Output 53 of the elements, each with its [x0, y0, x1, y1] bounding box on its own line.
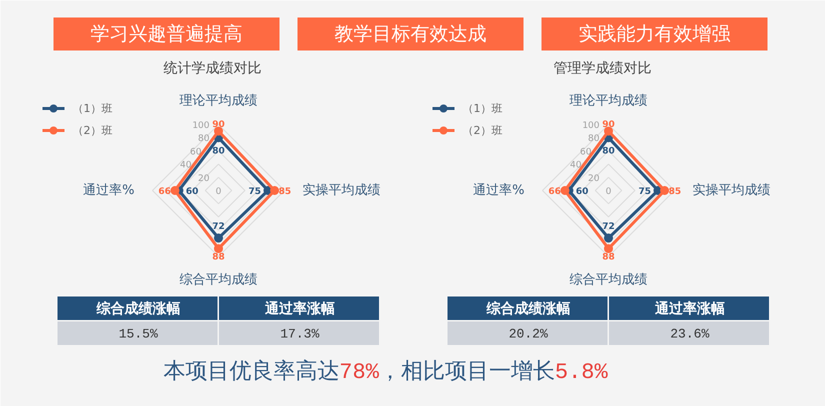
spoke-label: 理论平均成绩 — [180, 94, 258, 108]
text: 综合成绩涨幅 — [95, 300, 180, 317]
data-label: 90 — [602, 120, 615, 130]
data-label: 72 — [602, 222, 615, 232]
data-label: 66 — [158, 187, 171, 197]
text: 本项目优良率高达 — [163, 359, 340, 385]
data-label: 88 — [602, 252, 615, 263]
data-label: 88 — [212, 252, 225, 263]
y-tick-label: 40 — [180, 160, 192, 171]
data-label: 75 — [248, 187, 262, 197]
y-tick-label: 0 — [606, 187, 612, 197]
text: 23.6% — [670, 326, 710, 342]
legend-label: （1）班 — [72, 102, 112, 115]
spoke-label: 实操平均成绩 — [302, 183, 380, 198]
text: 78% — [339, 360, 380, 385]
y-tick-label: 80 — [198, 134, 210, 144]
text: 通过率涨幅 — [264, 300, 335, 317]
y-tick-label: 100 — [582, 121, 600, 131]
data-label: 85 — [668, 187, 682, 197]
data-label: 66 — [548, 187, 561, 197]
y-tick-label: 0 — [216, 187, 222, 197]
legend-label: （1）班 — [462, 102, 502, 115]
data-label: 72 — [212, 222, 225, 232]
legend-label: （2）班 — [462, 124, 502, 137]
text: ，相比项目一增长 — [378, 359, 555, 385]
text: 学习兴趣普遍提高 — [90, 23, 242, 45]
spoke-label: 理论平均成绩 — [570, 94, 648, 108]
y-tick-label: 20 — [588, 174, 600, 184]
y-tick-label: 20 — [198, 174, 210, 184]
data-label: 85 — [278, 187, 292, 197]
chart-title: 管理学成绩对比 — [554, 60, 652, 76]
spoke-label: 通过率% — [473, 182, 525, 198]
spoke-label: 通过率% — [83, 182, 135, 198]
text: 20.2% — [508, 326, 548, 342]
chart-title: 统计学成绩对比 — [164, 60, 262, 76]
y-tick-label: 80 — [588, 134, 600, 144]
legend-label: （2）班 — [72, 124, 112, 137]
data-label: 80 — [212, 146, 225, 157]
spoke-label: 实操平均成绩 — [692, 183, 770, 198]
spoke-label: 综合平均成绩 — [570, 272, 648, 288]
text: 通过率涨幅 — [654, 300, 725, 317]
text: 5.8% — [554, 360, 609, 385]
text: 教学目标有效达成 — [334, 23, 486, 45]
data-label: 80 — [602, 146, 615, 157]
spoke-label: 综合平均成绩 — [180, 272, 258, 288]
text: 实践能力有效增强 — [578, 23, 730, 45]
data-label: 75 — [638, 187, 652, 197]
text: 综合成绩涨幅 — [485, 300, 570, 317]
y-tick-label: 40 — [570, 160, 582, 171]
y-tick-label: 100 — [192, 121, 210, 131]
data-label: 90 — [212, 120, 225, 130]
text: 15.5% — [118, 326, 158, 342]
text: 17.3% — [280, 326, 320, 342]
